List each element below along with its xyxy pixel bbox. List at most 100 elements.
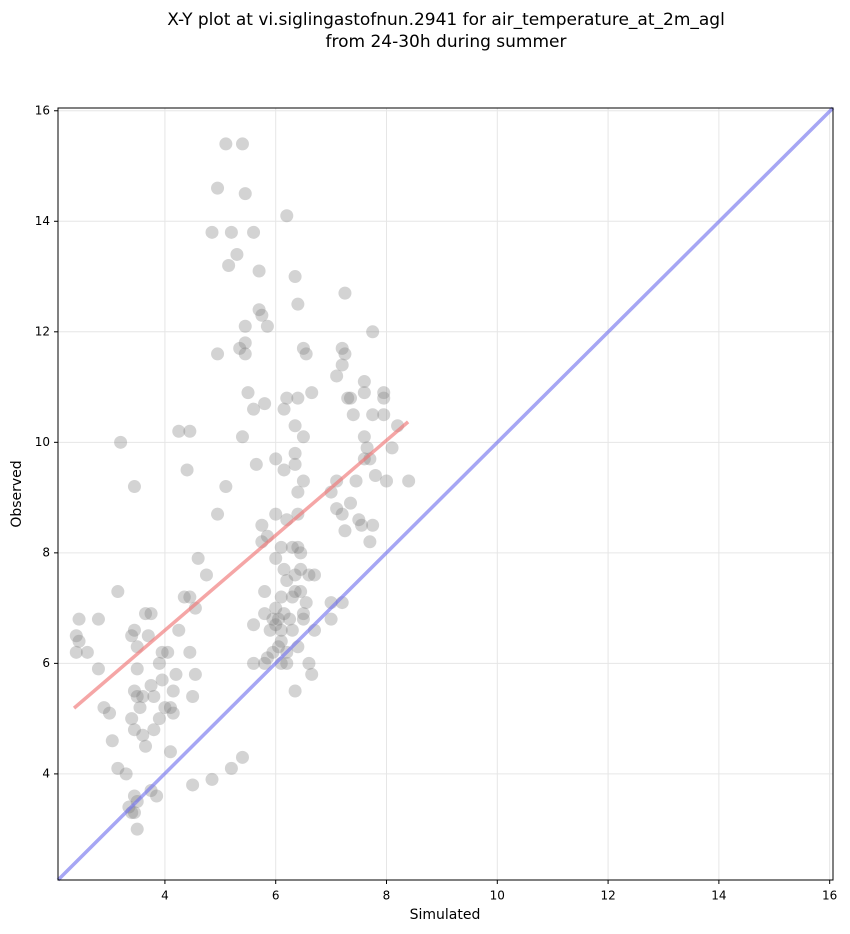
- point: [335, 341, 349, 355]
- point: [111, 585, 125, 599]
- point: [277, 463, 291, 477]
- point: [355, 518, 369, 532]
- point: [211, 181, 225, 195]
- point: [324, 612, 338, 626]
- point: [294, 546, 308, 560]
- point: [299, 347, 313, 361]
- point: [271, 640, 285, 654]
- y-tick-label: 8: [42, 545, 50, 559]
- point: [377, 408, 391, 422]
- point: [125, 629, 139, 643]
- point: [183, 424, 197, 438]
- point: [277, 402, 291, 416]
- point: [163, 701, 177, 715]
- point: [219, 137, 233, 151]
- point: [235, 137, 249, 151]
- point: [299, 596, 313, 610]
- point: [139, 739, 153, 753]
- point: [338, 286, 352, 300]
- point: [294, 562, 308, 576]
- x-tick-label: 14: [711, 889, 726, 903]
- point: [280, 209, 294, 223]
- point: [357, 430, 371, 444]
- point: [211, 507, 225, 521]
- point: [252, 303, 266, 317]
- point: [288, 684, 302, 698]
- point: [163, 745, 177, 759]
- point: [285, 590, 299, 604]
- point: [166, 684, 180, 698]
- x-tick-label: 8: [383, 889, 391, 903]
- point: [285, 540, 299, 554]
- point: [219, 480, 233, 494]
- point: [288, 568, 302, 582]
- point: [263, 623, 277, 637]
- plot-frame: [57, 107, 834, 881]
- point: [377, 391, 391, 405]
- x-tick-label: 10: [490, 889, 505, 903]
- point: [288, 270, 302, 284]
- point: [152, 656, 166, 670]
- point: [91, 662, 105, 676]
- point: [222, 258, 236, 272]
- point: [172, 623, 186, 637]
- point: [307, 568, 321, 582]
- point: [155, 645, 169, 659]
- point: [346, 408, 360, 422]
- point: [166, 706, 180, 720]
- point: [147, 723, 161, 737]
- point: [183, 645, 197, 659]
- point: [191, 551, 205, 565]
- point: [114, 435, 128, 449]
- y-axis-label: Observed: [9, 460, 25, 527]
- reference-line: [72, 420, 410, 710]
- point: [186, 778, 200, 792]
- point: [130, 662, 144, 676]
- point: [238, 319, 252, 333]
- point: [161, 645, 175, 659]
- point: [152, 712, 166, 726]
- point: [283, 612, 297, 626]
- point: [127, 684, 141, 698]
- point: [296, 341, 310, 355]
- point: [296, 607, 310, 621]
- point: [338, 524, 352, 538]
- point: [402, 474, 416, 488]
- point: [144, 783, 158, 797]
- point: [127, 480, 141, 494]
- point: [233, 341, 247, 355]
- point: [235, 750, 249, 764]
- point: [230, 247, 244, 261]
- point: [133, 701, 147, 715]
- point: [291, 485, 305, 499]
- point: [280, 391, 294, 405]
- point: [335, 358, 349, 372]
- point: [258, 607, 272, 621]
- point: [305, 667, 319, 681]
- point: [247, 402, 261, 416]
- point: [288, 585, 302, 599]
- y-tick-label: 6: [42, 656, 50, 670]
- point: [277, 607, 291, 621]
- point: [363, 535, 377, 549]
- y-tick-label: 16: [35, 103, 50, 117]
- point: [177, 590, 191, 604]
- point: [266, 645, 280, 659]
- point: [274, 634, 288, 648]
- point: [258, 397, 272, 411]
- point: [288, 457, 302, 471]
- x-axis-label: Simulated: [410, 907, 481, 923]
- point: [127, 623, 141, 637]
- x-tick-label: 4: [161, 889, 169, 903]
- point: [269, 618, 283, 632]
- point: [274, 590, 288, 604]
- point: [235, 430, 249, 444]
- point: [335, 507, 349, 521]
- point: [274, 623, 288, 637]
- point: [360, 441, 374, 455]
- point: [296, 430, 310, 444]
- point: [144, 678, 158, 692]
- point: [255, 518, 269, 532]
- point: [247, 656, 261, 670]
